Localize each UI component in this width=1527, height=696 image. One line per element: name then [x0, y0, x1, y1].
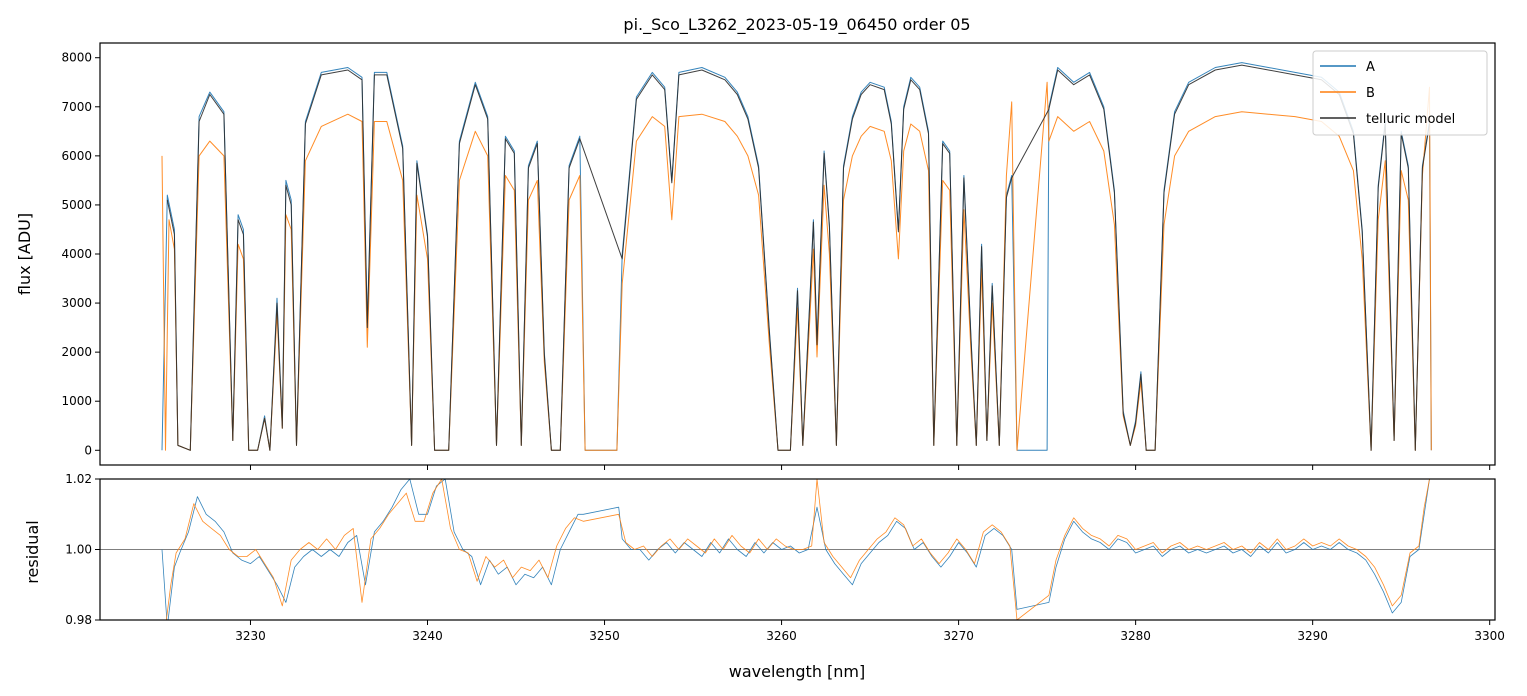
legend: A B telluric model — [1312, 50, 1488, 136]
flux-y-tick-label: 4000 — [61, 247, 92, 261]
flux-y-tick-label: 0 — [84, 443, 92, 457]
flux-y-tick-label: 3000 — [61, 296, 92, 310]
flux-y-tick-label: 6000 — [61, 149, 92, 163]
flux-plot-area — [100, 43, 1495, 465]
legend-box — [1312, 50, 1488, 136]
flux-series-telluric-model — [166, 64, 1430, 451]
residual-y-axis-label: residual — [23, 520, 42, 583]
x-tick-label: 3250 — [589, 629, 620, 643]
x-axis-label: wavelength [nm] — [729, 662, 866, 681]
flux-y-tick-label: 8000 — [61, 51, 92, 65]
x-tick-label: 3240 — [412, 629, 443, 643]
legend-label-telluric: telluric model — [1366, 112, 1455, 127]
chart-title: pi._Sco_L3262_2023-05-19_06450 order 05 — [623, 15, 970, 35]
x-tick-label: 3270 — [943, 629, 974, 643]
residual-panel: 0.98 1.00 1.02 3230 3240 3250 3260 3270 3280 329… — [23, 472, 1505, 681]
x-tick-label: 3290 — [1297, 629, 1328, 643]
x-tick-label: 3280 — [1120, 629, 1151, 643]
flux-y-tick-label: 2000 — [61, 345, 92, 359]
flux-y-tick-label: 5000 — [61, 198, 92, 212]
legend-label-b: B — [1366, 86, 1375, 101]
x-tick-label: 3230 — [235, 629, 266, 643]
residual-y-tick-label: 1.00 — [65, 543, 92, 557]
flux-y-axis-label: flux [ADU] — [15, 213, 34, 295]
legend-label-a: A — [1366, 60, 1375, 75]
residual-series-b — [165, 479, 1430, 620]
flux-y-tick-label: 7000 — [61, 100, 92, 114]
x-tick-label: 3300 — [1474, 629, 1505, 643]
flux-panel: 0 1000 2000 3000 4000 5000 6000 7000 8000 flux [… — [15, 42, 1496, 470]
residual-y-tick-label: 0.98 — [65, 613, 92, 627]
flux-y-tick-label: 1000 — [61, 394, 92, 408]
residual-y-tick-label: 1.02 — [65, 472, 92, 486]
x-tick-label: 3260 — [766, 629, 797, 643]
